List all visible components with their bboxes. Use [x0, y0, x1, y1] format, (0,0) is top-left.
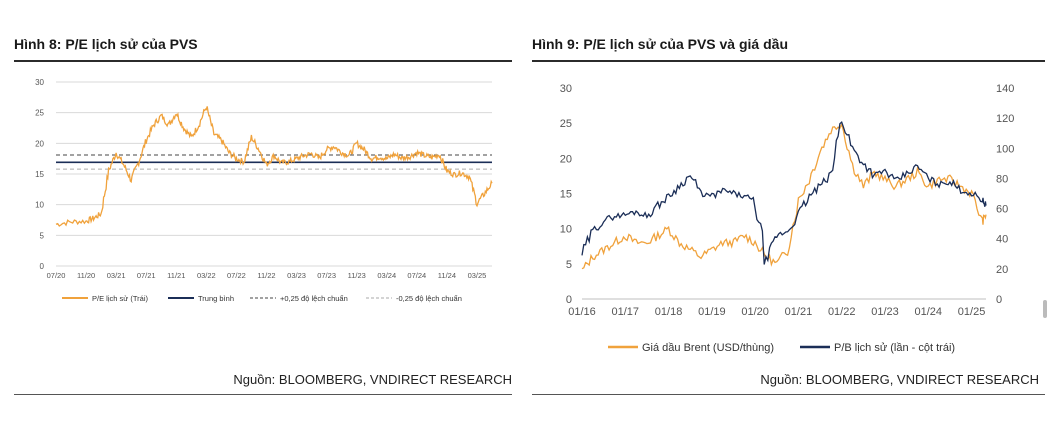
x-tick-label: 03/24 — [377, 271, 396, 280]
pe-and-oil-chart: 0 5 10 15 20 25 30 0 20 40 60 80 100 120 140 01/16 01/17… — [560, 83, 1015, 354]
x-tick-label: 03/23 — [287, 271, 306, 280]
y2-tick-label: 20 — [996, 264, 1008, 276]
y2-tick-label: 0 — [996, 294, 1002, 306]
x-tick-label: 07/20 — [47, 271, 66, 280]
y-tick-label: 10 — [35, 201, 44, 210]
pb-history-series-line — [581, 120, 987, 265]
pe-history-chart: 0 5 10 15 20 25 30 07/20 11/20 03/21 07/21 11/21 03/… — [35, 78, 493, 303]
y-tick-label: 25 — [35, 109, 44, 118]
x-tick-label: 01/25 — [958, 306, 986, 318]
x-tick-label: 01/18 — [655, 306, 683, 318]
y2-tick-label: 60 — [996, 204, 1008, 216]
y2-tick-label: 100 — [996, 143, 1014, 155]
x-tick-label: 07/23 — [317, 271, 336, 280]
x-tick-label: 03/25 — [468, 271, 487, 280]
figure-9-title: Hình 9: P/E lịch sử của PVS và giá dầu — [532, 36, 788, 52]
y-tick-label: 25 — [560, 118, 572, 130]
x-tick-label: 01/24 — [915, 306, 943, 318]
y-tick-label: 30 — [35, 78, 44, 87]
x-tick-label: 11/20 — [77, 271, 95, 280]
figure-9-bottom-rule — [532, 394, 1045, 395]
y-tick-label: 15 — [35, 170, 44, 179]
x-tick-label: 11/23 — [348, 271, 366, 280]
y-tick-label: 20 — [35, 139, 44, 148]
scrollbar-thumb[interactable] — [1043, 300, 1047, 318]
legend-label: P/B lịch sử (lần - cột trái) — [834, 342, 955, 354]
figure-9-source: Nguồn: BLOOMBERG, VNDIRECT RESEARCH — [760, 372, 1039, 387]
x-tick-label: 01/20 — [741, 306, 769, 318]
y2-tick-label: 140 — [996, 83, 1014, 95]
figure-9-top-rule — [532, 60, 1045, 62]
y-tick-label: 30 — [560, 83, 572, 95]
figure-8-source: Nguồn: BLOOMBERG, VNDIRECT RESEARCH — [233, 372, 512, 387]
x-tick-label: 07/24 — [407, 271, 426, 280]
y-tick-label: 0 — [566, 294, 572, 306]
y-tick-label: 15 — [560, 189, 572, 201]
legend-label: -0,25 độ lệch chuẩn — [396, 294, 462, 303]
x-tick-label: 03/22 — [197, 271, 216, 280]
x-tick-label: 07/21 — [137, 271, 156, 280]
y-tick-label: 10 — [560, 224, 572, 236]
y-tick-label: 5 — [40, 231, 45, 240]
oil-price-series-line — [581, 122, 987, 270]
figure-8-panel: Hình 8: P/E lịch sử của PVS 0 5 10 15 20 25 30… — [0, 0, 520, 444]
y2-tick-label: 120 — [996, 113, 1014, 125]
y2-tick-label: 40 — [996, 234, 1008, 246]
x-tick-label: 11/21 — [167, 271, 185, 280]
legend-label: +0,25 độ lệch chuẩn — [280, 294, 348, 303]
x-tick-label: 01/22 — [828, 306, 856, 318]
x-tick-label: 01/17 — [612, 306, 640, 318]
y-tick-label: 5 — [566, 259, 572, 271]
x-tick-label: 01/19 — [698, 306, 726, 318]
pe-history-series-line — [55, 106, 493, 227]
x-tick-label: 07/22 — [227, 271, 246, 280]
legend-label: Giá dầu Brent (USD/thùng) — [642, 342, 774, 354]
figure-9-panel: Hình 9: P/E lịch sử của PVS và giá dầu 0… — [528, 0, 1047, 444]
x-tick-label: 11/22 — [257, 271, 275, 280]
x-tick-label: 11/24 — [438, 271, 456, 280]
y-tick-label: 20 — [560, 153, 572, 165]
x-tick-label: 03/21 — [107, 271, 126, 280]
figure-8-title: Hình 8: P/E lịch sử của PVS — [14, 36, 198, 52]
y2-tick-label: 80 — [996, 173, 1008, 185]
y-tick-label: 0 — [40, 262, 45, 271]
legend-label: Trung bình — [198, 294, 234, 303]
figure-8-bottom-rule — [14, 394, 512, 395]
x-tick-label: 01/23 — [871, 306, 899, 318]
x-tick-label: 01/16 — [568, 306, 596, 318]
x-tick-label: 01/21 — [785, 306, 813, 318]
figure-8-top-rule — [14, 60, 512, 62]
legend-label: P/E lịch sử (Trái) — [92, 294, 148, 303]
